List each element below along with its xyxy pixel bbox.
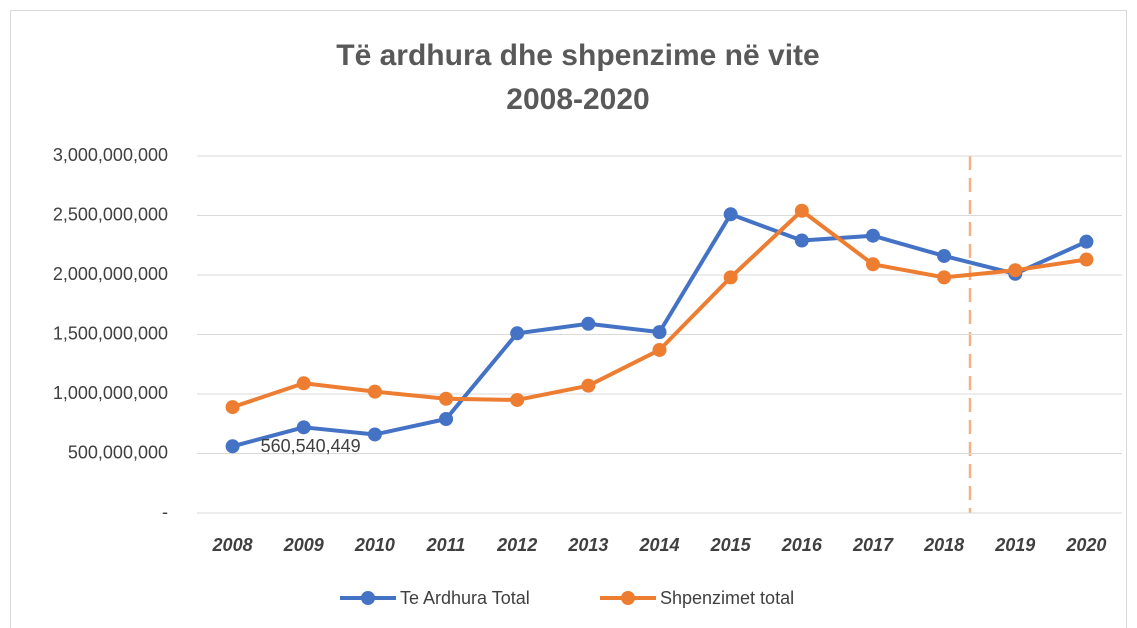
chart-title: 2008-2020: [506, 83, 649, 116]
point: [296, 420, 311, 435]
y-tick-label: 1,000,000,000: [53, 383, 168, 403]
point: [510, 326, 525, 341]
point: [581, 378, 596, 393]
point: [652, 342, 667, 357]
point: [723, 270, 738, 285]
legend-label: Te Ardhura Total: [400, 588, 530, 608]
x-tick-label: 2008: [212, 535, 253, 555]
point: [1008, 263, 1023, 278]
point: [1079, 252, 1094, 267]
x-tick-label: 2011: [426, 535, 466, 555]
chart-border: [10, 10, 1127, 628]
point: [225, 439, 240, 454]
chart-title: Të ardhura dhe shpenzime në vite: [336, 39, 819, 72]
x-tick-label: 2013: [567, 535, 608, 555]
legend-marker: [621, 591, 635, 605]
point: [865, 257, 880, 272]
point: [794, 203, 809, 218]
legend-marker: [361, 591, 375, 605]
point: [581, 316, 596, 331]
point: [225, 400, 240, 415]
x-tick-label: 2014: [638, 535, 679, 555]
x-tick-label: 2009: [283, 535, 324, 555]
x-tick-label: 2016: [781, 535, 823, 555]
point: [439, 391, 454, 406]
y-tick-label: 500,000,000: [68, 442, 168, 462]
data-label: 560,540,449: [261, 436, 361, 456]
point: [367, 427, 382, 442]
point: [367, 384, 382, 399]
y-tick-label: 1,500,000,000: [53, 323, 168, 343]
x-tick-label: 2017: [852, 535, 894, 555]
point: [296, 376, 311, 391]
x-tick-label: 2012: [496, 535, 537, 555]
series-line: [231, 208, 1087, 409]
y-tick-label: 2,000,000,000: [53, 264, 168, 284]
point: [652, 325, 667, 340]
x-tick-label: 2015: [710, 535, 752, 555]
x-tick-label: 2018: [923, 535, 964, 555]
point: [794, 233, 809, 248]
point: [865, 228, 880, 243]
point: [937, 270, 952, 285]
point: [510, 392, 525, 407]
y-tick-label: -: [162, 502, 168, 522]
y-tick-label: 2,500,000,000: [53, 204, 168, 224]
legend-label: Shpenzimet total: [660, 588, 794, 608]
point: [439, 411, 454, 426]
point: [1079, 234, 1094, 249]
x-tick-label: 2010: [354, 535, 395, 555]
point: [937, 248, 952, 263]
x-tick-label: 2019: [994, 535, 1035, 555]
y-tick-label: 3,000,000,000: [53, 145, 168, 165]
x-tick-label: 2020: [1065, 535, 1106, 555]
point: [723, 207, 738, 222]
